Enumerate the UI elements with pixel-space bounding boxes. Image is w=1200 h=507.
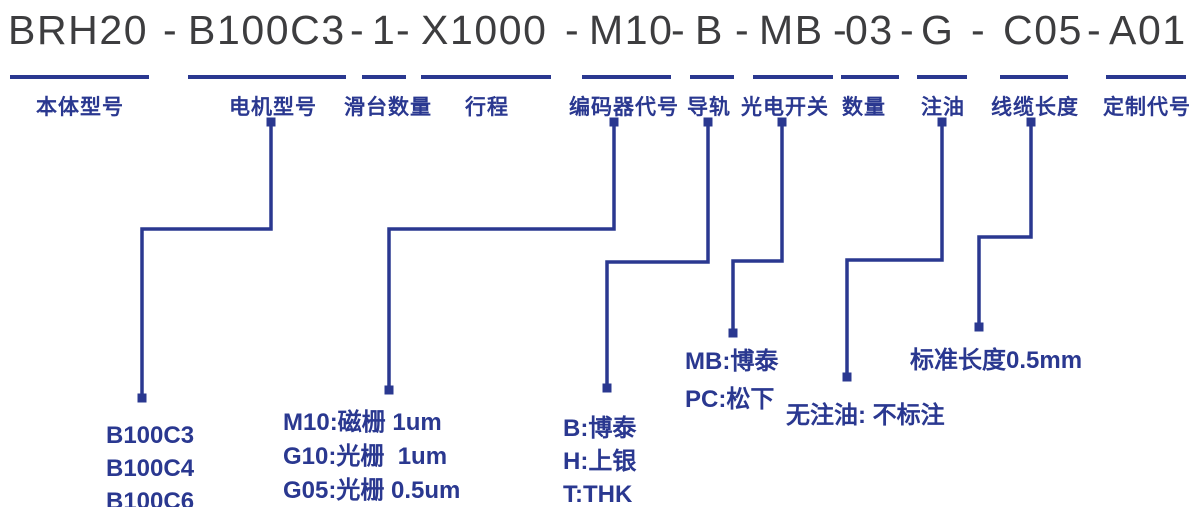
code-segment-motor-model: B100C3 — [188, 7, 346, 53]
code-segment-quantity: 03 — [845, 7, 894, 53]
connector-motor-model — [140, 122, 273, 398]
option-item: B:博泰 — [563, 415, 637, 442]
option-item: B100C4 — [106, 455, 195, 482]
connector-endpoint-dot — [974, 322, 984, 332]
field-underline-custom-code — [1106, 75, 1186, 79]
field-underline-body-model — [10, 75, 149, 79]
field-underline-encoder — [582, 75, 671, 79]
field-label-slider-count: 滑台数量 — [344, 96, 432, 119]
connector-endpoint-dot — [842, 372, 852, 382]
code-separator: - — [396, 7, 412, 53]
cable-length-note: 标准长度0.5mm — [910, 347, 1083, 374]
code-segment-photo-switch: MB — [759, 7, 824, 53]
field-underline-cable-length — [1000, 75, 1068, 79]
option-item: MB:博泰 — [685, 348, 779, 375]
field-label-encoder-code: 编码器代号 — [569, 96, 679, 119]
option-item: H:上银 — [563, 448, 637, 475]
connector-endpoint-dot — [937, 117, 947, 127]
connector-endpoint-dot — [602, 383, 612, 393]
option-item: T:THK — [563, 481, 633, 507]
code-segment-rail: B — [695, 7, 724, 53]
field-label-rail: 导轨 — [687, 96, 731, 119]
field-label-photo-switch: 光电开关 — [741, 96, 829, 119]
connector-endpoint-dot — [777, 117, 787, 127]
field-underline-oil — [917, 75, 967, 79]
connector-endpoint-dot — [728, 328, 738, 338]
code-segment-slider-count: 1 — [372, 7, 397, 53]
connector-encoder-code — [387, 122, 616, 390]
field-label-cable-length: 线缆长度 — [991, 96, 1079, 119]
rail-code-options: B:博泰 H:上银 T:THK — [563, 412, 636, 507]
code-separator: - — [971, 7, 987, 53]
photo-switch-options: MB:博泰 PC:松下 — [685, 343, 778, 419]
code-segment-custom-code: A01 — [1109, 7, 1187, 53]
code-separator: - — [735, 7, 751, 53]
connector-endpoint-dot — [137, 393, 147, 403]
option-item: G05:光栅 0.5um — [283, 477, 461, 504]
connector-endpoint-dot — [384, 385, 394, 395]
connector-rail — [605, 122, 710, 388]
field-label-quantity: 数量 — [842, 96, 886, 119]
connector-endpoint-dot — [703, 117, 713, 127]
field-label-stroke: 行程 — [465, 96, 509, 119]
field-label-body-model: 本体型号 — [36, 96, 124, 119]
code-segment-encoder: M10 — [589, 7, 674, 53]
code-separator: - — [350, 7, 366, 53]
field-underline-photo-switch — [753, 75, 833, 79]
code-segment-body-model: BRH20 — [8, 7, 149, 53]
field-underline-stroke — [421, 75, 551, 79]
oil-note: 无注油: 不标注 — [786, 402, 945, 429]
code-segment-oil: G — [921, 7, 955, 53]
encoder-code-options: M10:磁栅 1um G10:光栅 1um G05:光栅 0.5um — [283, 406, 460, 507]
code-separator: - — [1087, 7, 1103, 53]
option-item: B100C3 — [106, 422, 195, 449]
field-label-motor-model: 电机型号 — [229, 96, 317, 119]
connector-endpoint-dot — [609, 117, 619, 127]
option-item: M10:磁栅 1um — [283, 409, 442, 436]
field-underline-quantity — [841, 75, 899, 79]
field-underline-motor-model — [188, 75, 346, 79]
code-separator: - — [671, 7, 687, 53]
motor-model-options: B100C3 B100C4 B100C6 — [106, 419, 194, 507]
code-segment-cable-length: C05 — [1003, 7, 1084, 53]
connector-cable-length — [977, 122, 1033, 327]
code-separator: - — [900, 7, 916, 53]
field-underline-rail — [690, 75, 734, 79]
field-underline-slider-count — [362, 75, 406, 79]
code-separator: - — [565, 7, 581, 53]
option-item: G10:光栅 1um — [283, 443, 448, 470]
connector-endpoint-dot — [1026, 117, 1036, 127]
field-label-custom-code: 定制代号 — [1103, 96, 1191, 119]
option-item: B100C6 — [106, 488, 195, 507]
code-separator: - — [163, 7, 179, 53]
connector-endpoint-dot — [266, 117, 276, 127]
option-item: PC:松下 — [685, 386, 775, 413]
code-separator: - — [833, 7, 849, 53]
code-segment-stroke: X1000 — [421, 7, 548, 53]
field-label-oil: 注油 — [921, 96, 965, 119]
connector-oil — [845, 122, 944, 377]
connector-photo-switch — [731, 122, 784, 333]
